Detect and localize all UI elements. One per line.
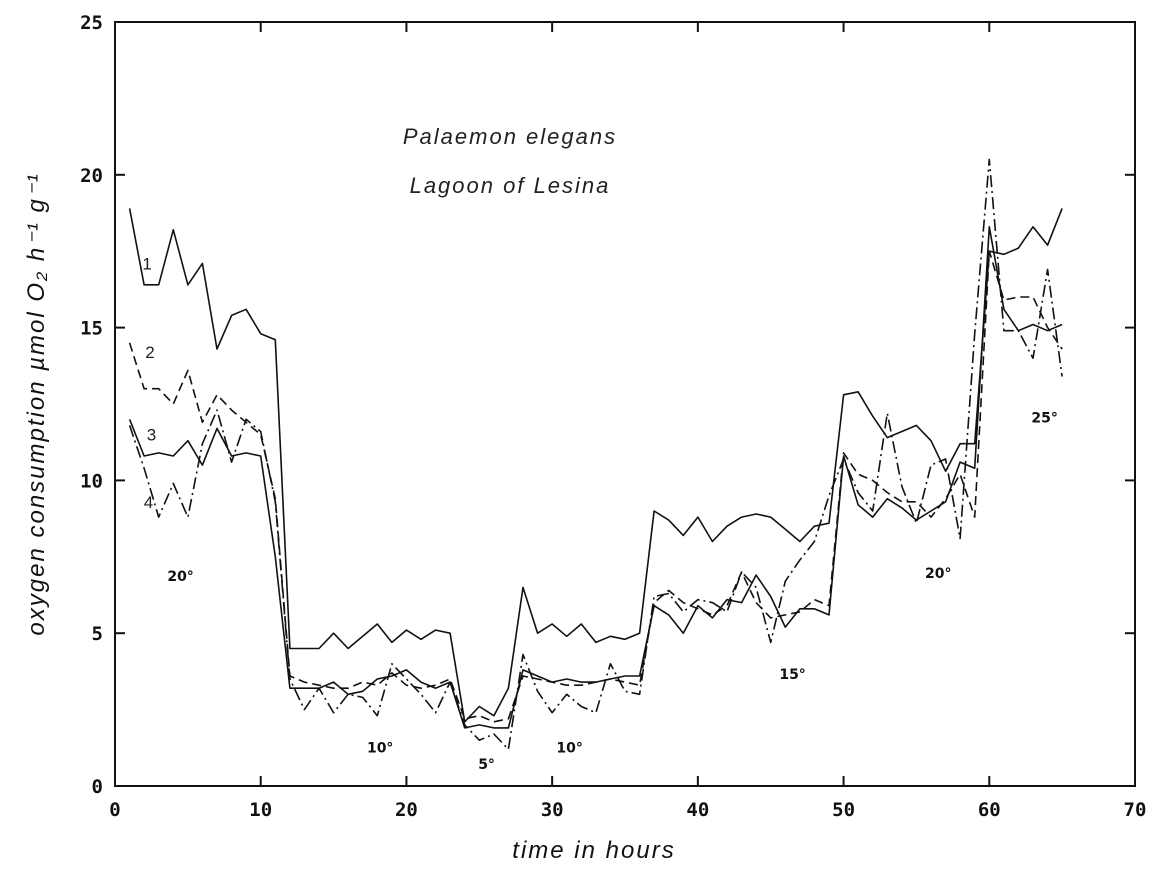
x-tick-labels: 0 10 20 30 40 50 60 70 <box>109 799 1146 821</box>
series-label: 2 <box>145 343 154 362</box>
x-tick-label: 50 <box>832 799 855 821</box>
y-tick-labels: 0 5 10 15 20 25 <box>80 12 103 798</box>
temperature-annotations: 20° 10° 5° 10° 15° 20° 25° <box>167 410 1058 773</box>
y-tick-label: 25 <box>80 12 103 34</box>
series-line-1 <box>128 208 1063 723</box>
temperature-label: 20° <box>925 566 951 582</box>
y-axis-title: oxygen consumption µmol O₂ h⁻¹ g⁻¹ <box>23 172 50 635</box>
series-line-4 <box>128 158 1063 751</box>
x-tick-label: 70 <box>1124 799 1147 821</box>
x-tick-label: 0 <box>109 799 120 821</box>
series-labels: 1 2 3 4 <box>142 255 156 512</box>
axis-ticks <box>114 21 1136 787</box>
temperature-label: 15° <box>779 667 805 683</box>
chart-subtitle: Lagoon of Lesina <box>410 173 611 198</box>
x-tick-label: 40 <box>686 799 709 821</box>
series-label: 4 <box>144 493 153 512</box>
x-axis-title: time in hours <box>512 837 675 864</box>
chart-title: Palaemon elegans <box>403 124 617 149</box>
temperature-label: 20° <box>167 569 193 585</box>
temperature-label: 25° <box>1031 410 1057 426</box>
x-tick-label: 60 <box>978 799 1001 821</box>
x-tick-label: 30 <box>541 799 564 821</box>
plot-frame <box>114 21 1136 787</box>
y-tick-label: 5 <box>92 623 103 645</box>
series-label: 1 <box>142 255 151 274</box>
temperature-label: 10° <box>556 740 582 756</box>
y-tick-label: 20 <box>80 165 103 187</box>
x-tick-label: 10 <box>249 799 272 821</box>
series-lines <box>128 158 1063 751</box>
y-tick-label: 15 <box>80 318 103 340</box>
y-tick-label: 10 <box>80 470 103 492</box>
x-tick-label: 20 <box>395 799 418 821</box>
series-line-2 <box>128 250 1063 723</box>
series-line-3 <box>128 226 1063 729</box>
series-label: 3 <box>147 426 156 445</box>
y-tick-label: 0 <box>92 776 103 798</box>
temperature-label: 10° <box>367 740 393 756</box>
temperature-label: 5° <box>478 757 495 773</box>
